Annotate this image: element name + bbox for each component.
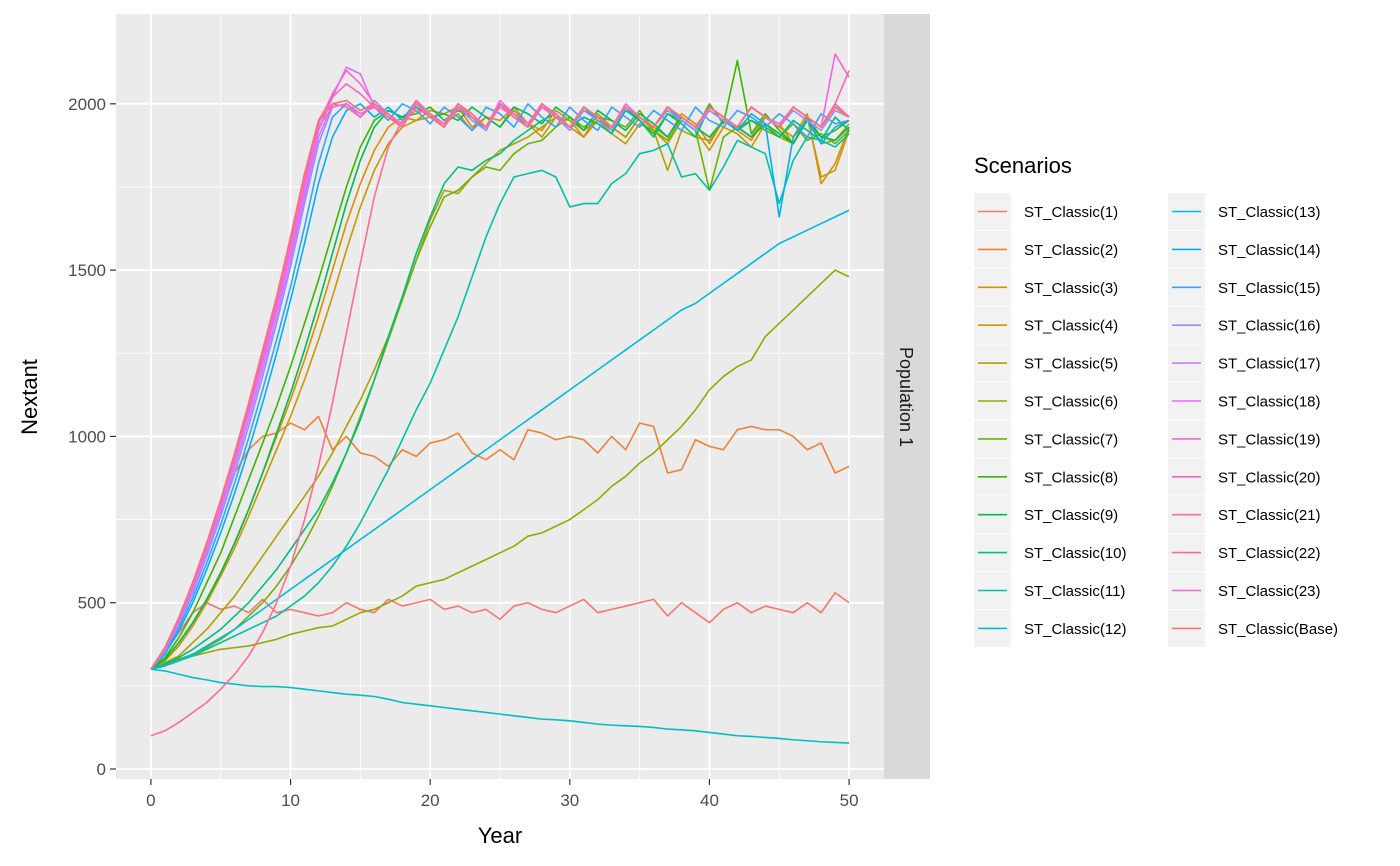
series-line-10 <box>150 106 850 670</box>
x-tick-label: 10 <box>281 791 300 810</box>
series-line-15 <box>150 103 850 670</box>
series-line-6 <box>150 269 850 670</box>
y-axis-title: Nextant <box>17 359 42 435</box>
series-lines <box>150 53 850 744</box>
legend-label: ST_Classic(20) <box>1218 469 1321 486</box>
legend-label: ST_Classic(16) <box>1218 318 1321 335</box>
series-line-24 <box>150 99 850 670</box>
legend-label: ST_Classic(22) <box>1218 545 1321 562</box>
legend-label: ST_Classic(4) <box>1024 318 1118 335</box>
legend-title: Scenarios <box>974 153 1072 178</box>
legend-label: ST_Classic(5) <box>1024 356 1118 373</box>
legend-label: ST_Classic(11) <box>1024 583 1125 600</box>
x-tick-label: 20 <box>421 791 440 810</box>
legend-label: ST_Classic(7) <box>1024 431 1118 448</box>
series-line-12 <box>150 668 850 744</box>
legend-label: ST_Classic(3) <box>1024 280 1118 297</box>
legend-label: ST_Classic(Base) <box>1218 621 1338 638</box>
series-line-1 <box>150 591 850 670</box>
legend-label: ST_Classic(12) <box>1024 621 1127 638</box>
legend-label: ST_Classic(18) <box>1218 394 1321 411</box>
legend-label: ST_Classic(9) <box>1024 507 1118 524</box>
legend-label: ST_Classic(10) <box>1024 545 1127 562</box>
legend-label: ST_Classic(14) <box>1218 242 1321 259</box>
x-tick-label: 50 <box>840 791 859 810</box>
x-axis-title: Year <box>478 823 522 848</box>
x-tick-label: 0 <box>146 791 155 810</box>
legend-label: ST_Classic(1) <box>1024 204 1118 221</box>
legend: Scenarios ST_Classic(1)ST_Classic(2)ST_C… <box>974 153 1338 647</box>
legend-label: ST_Classic(2) <box>1024 242 1118 259</box>
legend-label: ST_Classic(19) <box>1218 431 1321 448</box>
y-tick-label: 0 <box>97 760 106 779</box>
series-line-13 <box>150 209 850 671</box>
y-tick-label: 1000 <box>68 427 106 446</box>
legend-items: ST_Classic(1) ST_Classic(2) ST_Classic(3) S… <box>974 193 1338 647</box>
y-tick-label: 1500 <box>68 261 106 280</box>
series-line-7 <box>150 109 850 670</box>
y-axis: 0 500 1000 1500 2000 <box>68 95 116 779</box>
facet-strip-label: Population 1 <box>896 347 916 447</box>
y-tick-label: 2000 <box>68 95 106 114</box>
x-axis: 0 10 20 30 40 50 <box>146 779 859 810</box>
legend-label: ST_Classic(17) <box>1218 356 1321 373</box>
x-tick-label: 40 <box>700 791 719 810</box>
legend-label: ST_Classic(8) <box>1024 469 1118 486</box>
series-line-2 <box>150 415 850 670</box>
y-tick-label: 500 <box>78 594 106 613</box>
grid <box>116 14 884 779</box>
legend-label: ST_Classic(23) <box>1218 583 1321 600</box>
legend-label: ST_Classic(15) <box>1218 280 1321 297</box>
legend-label: ST_Classic(21) <box>1218 507 1321 524</box>
facet-strip <box>884 14 930 779</box>
legend-label: ST_Classic(13) <box>1218 204 1321 221</box>
legend-label: ST_Classic(6) <box>1024 394 1118 411</box>
series-line-11 <box>150 133 850 671</box>
x-tick-label: 30 <box>560 791 579 810</box>
